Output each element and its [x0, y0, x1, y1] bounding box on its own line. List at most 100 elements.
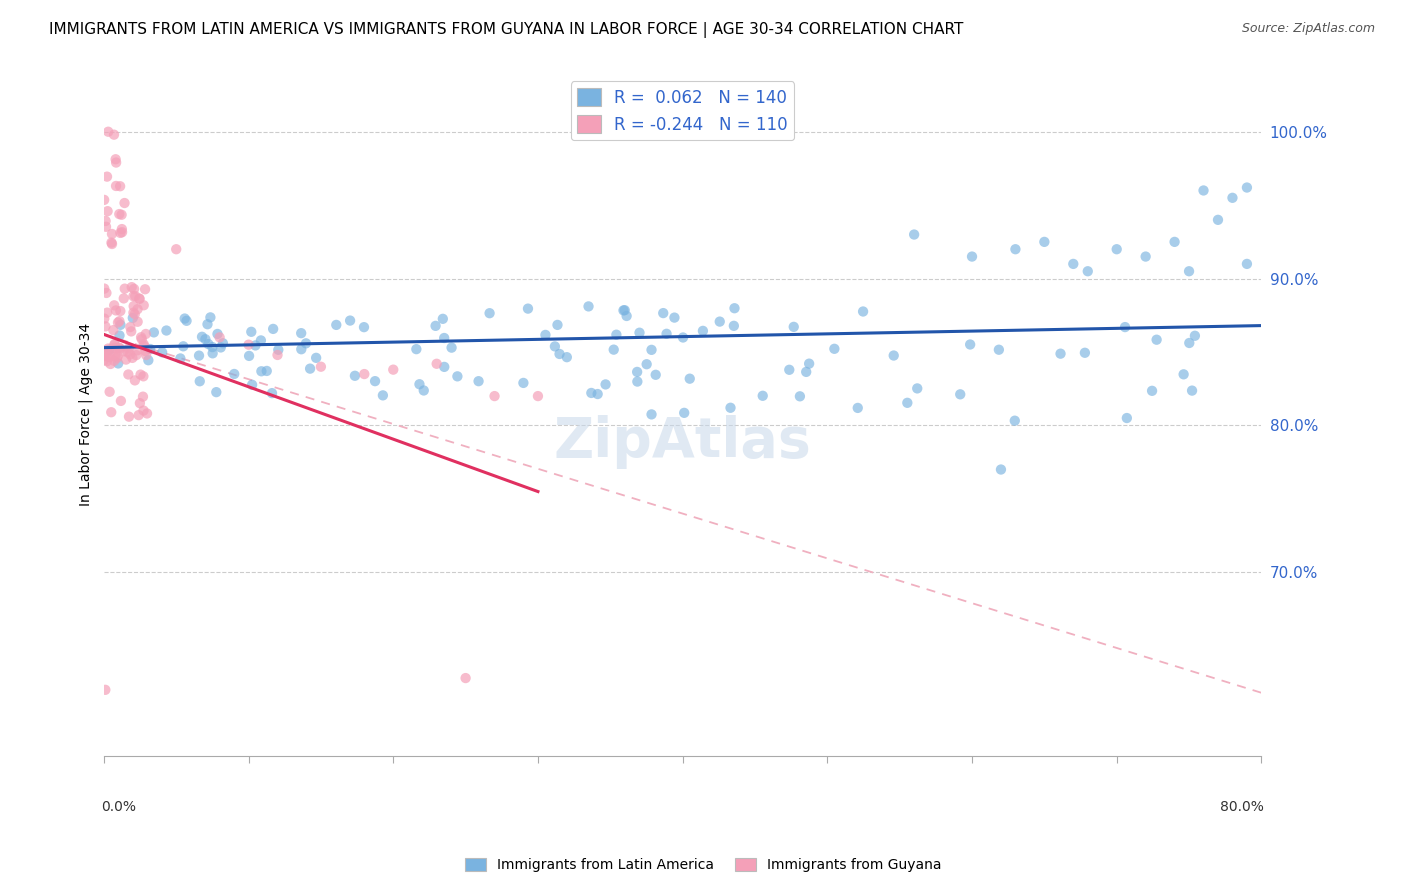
Point [205, 385, 228, 400]
Point [1033, 235, 1056, 249]
Point [108, 328, 131, 343]
Point [176, 314, 198, 328]
Point [949, 387, 972, 401]
Point [105, 155, 128, 169]
Point [1114, 320, 1136, 334]
Point [548, 347, 571, 361]
Point [129, 368, 152, 382]
Point [117, 345, 139, 359]
Point [131, 332, 153, 346]
Point [1004, 242, 1026, 256]
Point [128, 408, 150, 422]
Point [723, 301, 745, 316]
Point [104, 303, 127, 318]
Point [626, 375, 648, 389]
Point [343, 368, 366, 383]
Point [122, 282, 145, 296]
Legend: Immigrants from Latin America, Immigrants from Guyana: Immigrants from Latin America, Immigrant… [460, 853, 946, 878]
Point [132, 339, 155, 353]
Point [97, 342, 120, 356]
Point [1062, 257, 1084, 271]
Point [96, 345, 118, 359]
Point [173, 311, 195, 326]
Point [94, 682, 117, 697]
Point [1173, 368, 1195, 382]
Point [1074, 345, 1097, 359]
Point [96, 354, 118, 368]
Point [709, 315, 731, 329]
Text: Source: ZipAtlas.com: Source: ZipAtlas.com [1241, 22, 1375, 36]
Point [512, 376, 534, 390]
Point [1236, 257, 1258, 271]
Point [405, 342, 427, 356]
Point [640, 408, 662, 422]
Point [132, 369, 155, 384]
Point [122, 299, 145, 313]
Point [238, 349, 260, 363]
Point [201, 346, 224, 360]
Point [128, 292, 150, 306]
Point [107, 316, 129, 330]
Point [96, 169, 118, 184]
Point [905, 381, 928, 395]
Point [110, 304, 132, 318]
Point [547, 318, 569, 332]
Point [305, 351, 328, 365]
Point [640, 343, 662, 357]
Point [603, 343, 626, 357]
Point [655, 326, 678, 341]
Point [896, 396, 918, 410]
Point [197, 317, 219, 331]
Point [132, 298, 155, 312]
Point [129, 330, 152, 344]
Point [108, 207, 131, 221]
Point [150, 345, 173, 359]
Point [679, 372, 702, 386]
Point [290, 343, 312, 357]
Point [794, 365, 817, 379]
Point [605, 327, 627, 342]
Point [581, 386, 603, 401]
Point [626, 365, 648, 379]
Point [595, 377, 617, 392]
Point [628, 326, 651, 340]
Point [212, 336, 235, 351]
Point [124, 307, 146, 321]
Point [1115, 411, 1137, 425]
Point [426, 357, 449, 371]
Point [425, 318, 447, 333]
Point [93, 311, 115, 326]
Point [1105, 242, 1128, 256]
Point [121, 351, 143, 365]
Point [97, 125, 120, 139]
Point [616, 309, 638, 323]
Point [100, 235, 122, 250]
Point [188, 374, 211, 388]
Point [987, 343, 1010, 357]
Point [110, 226, 132, 240]
Point [720, 401, 742, 415]
Point [98, 350, 121, 364]
Point [93, 282, 115, 296]
Point [107, 356, 129, 370]
Point [1004, 414, 1026, 428]
Point [139, 342, 162, 356]
Point [111, 222, 134, 236]
Point [121, 280, 143, 294]
Point [364, 374, 387, 388]
Text: ZipAtlas: ZipAtlas [554, 415, 811, 469]
Point [883, 349, 905, 363]
Text: 80.0%: 80.0% [1220, 800, 1264, 814]
Point [903, 227, 925, 242]
Point [169, 351, 191, 366]
Point [94, 219, 117, 234]
Point [103, 323, 125, 337]
Point [107, 349, 129, 363]
Point [208, 330, 231, 344]
Point [238, 337, 260, 351]
Point [120, 320, 142, 334]
Point [309, 359, 332, 374]
Point [124, 373, 146, 387]
Point [103, 337, 125, 351]
Point [105, 351, 128, 365]
